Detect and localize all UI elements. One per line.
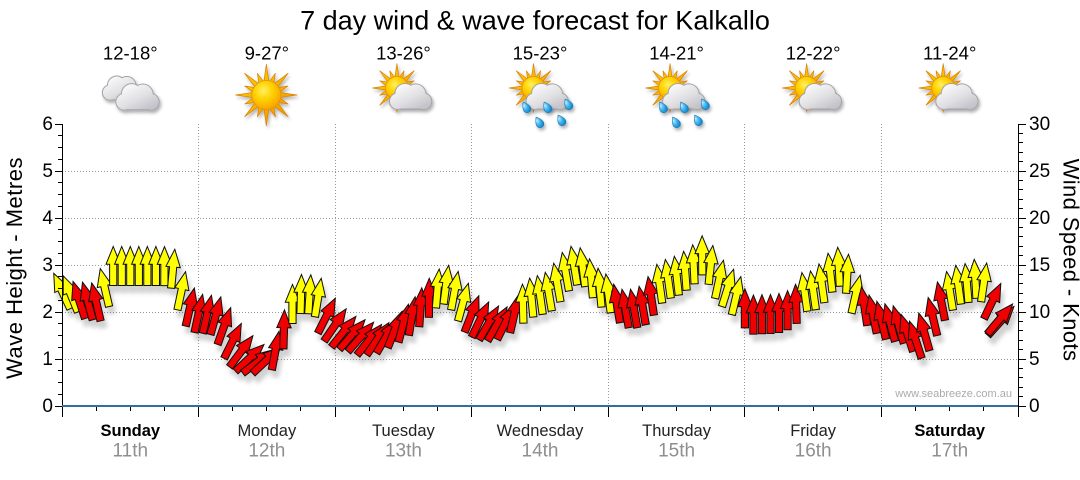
svg-text:Sunday: Sunday bbox=[100, 422, 160, 440]
svg-text:30: 30 bbox=[1029, 114, 1050, 135]
svg-text:12th: 12th bbox=[248, 441, 285, 462]
svg-text:2: 2 bbox=[42, 302, 53, 323]
svg-text:Wind Speed - Knots: Wind Speed - Knots bbox=[1059, 159, 1080, 362]
svg-text:13th: 13th bbox=[385, 441, 422, 462]
svg-text:15th: 15th bbox=[658, 441, 695, 462]
svg-text:25: 25 bbox=[1029, 161, 1050, 182]
svg-text:1: 1 bbox=[42, 349, 53, 370]
svg-text:6: 6 bbox=[42, 114, 53, 135]
svg-text:Wave Height - Metres: Wave Height - Metres bbox=[2, 157, 27, 379]
svg-text:5: 5 bbox=[1029, 349, 1040, 370]
svg-text:9-27°: 9-27° bbox=[245, 43, 289, 64]
svg-text:11th: 11th bbox=[113, 441, 149, 462]
svg-text:12-22°: 12-22° bbox=[786, 43, 841, 64]
svg-text:0: 0 bbox=[1029, 396, 1040, 417]
svg-text:Friday: Friday bbox=[790, 422, 837, 440]
svg-text:Wednesday: Wednesday bbox=[497, 422, 585, 440]
svg-text:4: 4 bbox=[42, 208, 53, 229]
svg-text:5: 5 bbox=[42, 161, 53, 182]
svg-text:0: 0 bbox=[42, 396, 53, 417]
svg-text:Saturday: Saturday bbox=[914, 422, 985, 440]
svg-text:14-21°: 14-21° bbox=[649, 43, 704, 64]
svg-text:12-18°: 12-18° bbox=[103, 43, 158, 64]
svg-text:10: 10 bbox=[1029, 302, 1050, 323]
svg-text:16th: 16th bbox=[795, 441, 832, 462]
svg-text:Monday: Monday bbox=[238, 422, 297, 440]
svg-text:3: 3 bbox=[42, 255, 53, 276]
svg-text:7 day wind & wave forecast for: 7 day wind & wave forecast for Kalkallo bbox=[300, 6, 770, 36]
svg-text:Thursday: Thursday bbox=[642, 422, 712, 440]
svg-text:17th: 17th bbox=[931, 441, 968, 462]
svg-text:15-23°: 15-23° bbox=[513, 43, 568, 64]
svg-text:www.seabreeze.com.au: www.seabreeze.com.au bbox=[894, 388, 1012, 400]
svg-text:13-26°: 13-26° bbox=[376, 43, 431, 64]
svg-text:Tuesday: Tuesday bbox=[372, 422, 435, 440]
svg-text:11-24°: 11-24° bbox=[923, 43, 976, 64]
svg-text:20: 20 bbox=[1029, 208, 1050, 229]
svg-text:14th: 14th bbox=[522, 441, 559, 462]
svg-text:15: 15 bbox=[1029, 255, 1050, 276]
